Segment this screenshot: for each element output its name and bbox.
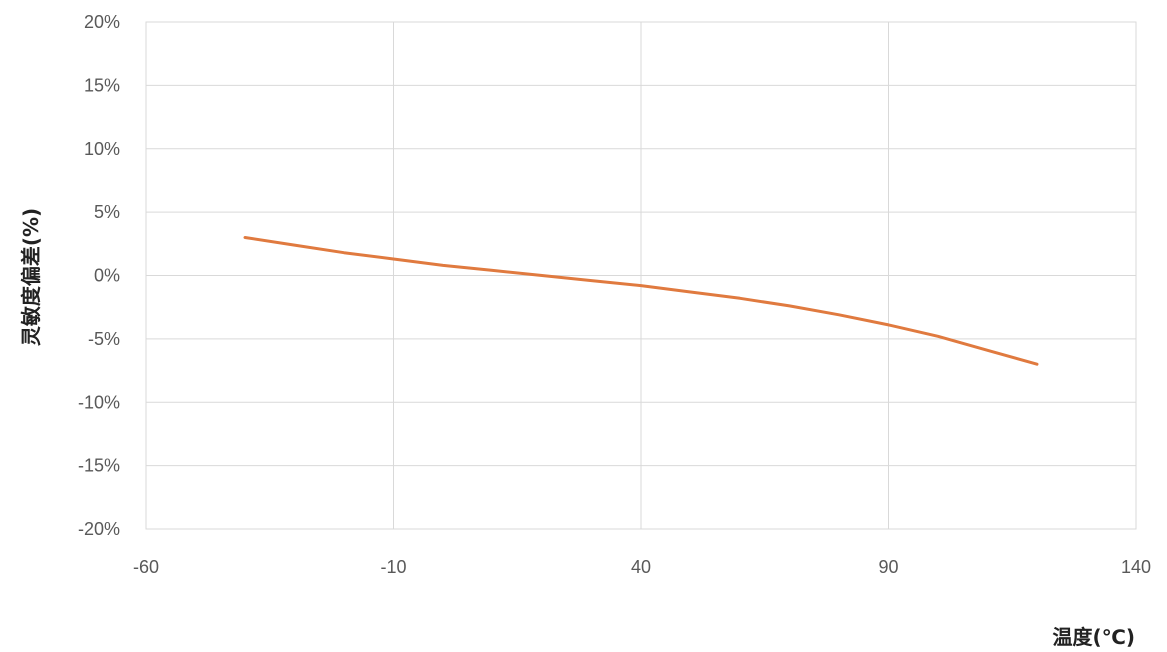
x-tick-label: -10 (380, 557, 406, 577)
y-tick-label: 10% (84, 139, 120, 159)
x-tick-label: -60 (133, 557, 159, 577)
x-tick-label: 90 (878, 557, 898, 577)
y-tick-label: 15% (84, 75, 120, 95)
y-tick-label: 20% (84, 12, 120, 32)
y-tick-label: -20% (78, 519, 120, 539)
y-axis-title: 灵敏度偏差(%) (19, 208, 43, 346)
x-axis-title: 温度(℃) (1053, 625, 1136, 649)
x-axis-tick-labels: -60 -10 40 90 140 (133, 557, 1151, 577)
grid-lines (145, 21, 1137, 530)
y-tick-label: 5% (94, 202, 120, 222)
x-tick-label: 140 (1121, 557, 1151, 577)
series-line (243, 236, 1039, 366)
plot-area-frame (145, 21, 1137, 530)
y-tick-label: -10% (78, 392, 120, 412)
y-axis-tick-labels: 20% 15% 10% 5% 0% -5% -10% -15% -20% (78, 12, 120, 539)
y-tick-label: 0% (94, 266, 120, 286)
x-tick-label: 40 (631, 557, 651, 577)
y-tick-label: -5% (88, 329, 120, 349)
y-tick-label: -15% (78, 456, 120, 476)
